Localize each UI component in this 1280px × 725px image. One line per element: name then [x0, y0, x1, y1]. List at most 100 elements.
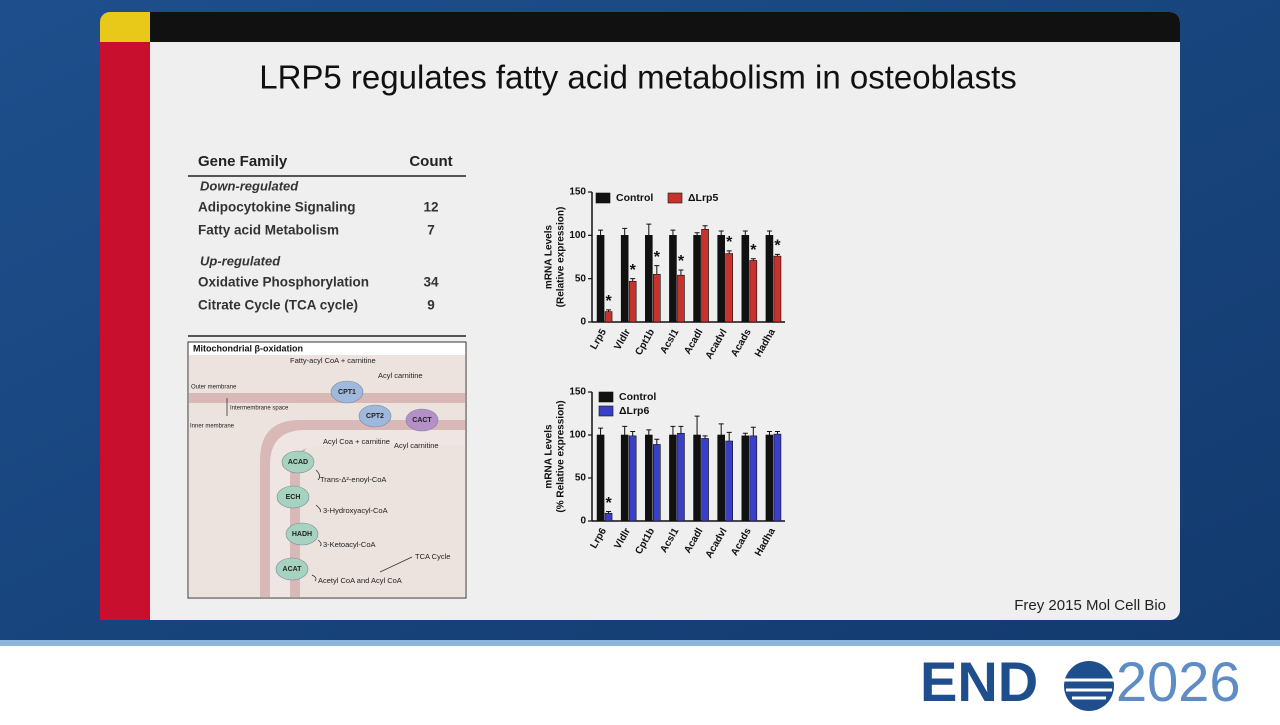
- error-bar: [622, 425, 628, 435]
- bar: [693, 434, 701, 522]
- error-bar: [646, 429, 652, 435]
- y-tick-label: 50: [575, 473, 587, 484]
- error-bar: [750, 426, 756, 436]
- bar: [741, 435, 750, 522]
- y-tick-label: 100: [569, 230, 586, 241]
- diagram-label: Outer membrane: [191, 385, 237, 391]
- diagram-label: Fatty-acyl CoA + carnitine: [290, 356, 376, 365]
- enzyme-shape: [285, 522, 319, 546]
- significance-label: *: [678, 253, 685, 270]
- legend-swatch: [595, 192, 611, 204]
- diagram-arrow: [311, 469, 413, 582]
- bar: [604, 512, 613, 522]
- error-bar: [726, 250, 732, 254]
- significance-label: *: [750, 242, 757, 259]
- error-bar: [670, 229, 676, 236]
- bar: [669, 235, 677, 323]
- error-bar: [606, 511, 612, 514]
- legend-label: ΔLrp6: [619, 405, 649, 417]
- error-bar: [646, 223, 652, 236]
- error-bar: [702, 435, 708, 439]
- enzyme-label: ACAT: [283, 566, 303, 573]
- bar: [653, 444, 661, 522]
- table-cell: 9: [427, 298, 435, 313]
- diagram-label: Inner membrane: [190, 424, 235, 430]
- bar: [741, 235, 750, 323]
- bar: [628, 435, 637, 522]
- table-group: Down-regulated: [200, 178, 299, 193]
- error-bar: [694, 232, 700, 236]
- enzyme-label: ACAD: [288, 459, 308, 466]
- bar: [701, 438, 709, 522]
- enzyme-label: CACT: [412, 417, 432, 424]
- legend-label: Control: [619, 391, 656, 403]
- table-cell: 7: [427, 223, 435, 238]
- enzyme-label: ECH: [286, 494, 301, 501]
- error-bar: [766, 230, 772, 236]
- bar: [725, 253, 733, 323]
- diagram-title: Mitochondrial β-oxidation: [193, 343, 303, 353]
- diagram-label: Trans-Δ²-enoyl-CoA: [320, 475, 386, 484]
- table-cell: Citrate Cycle (TCA cycle): [198, 298, 358, 313]
- error-bar: [670, 425, 676, 435]
- bar: [677, 274, 685, 323]
- legend-swatch: [598, 391, 614, 403]
- error-bar: [598, 229, 604, 236]
- table-cell: Oxidative Phosphorylation: [198, 275, 369, 290]
- enzyme-shape: [330, 380, 364, 404]
- bar: [701, 228, 709, 323]
- diagram-label: Intermembrane space: [230, 406, 289, 412]
- diagram-label: Acyl carnitine: [378, 371, 423, 380]
- error-bar: [678, 425, 684, 434]
- bar: [645, 235, 653, 323]
- enzyme-shape: [275, 557, 309, 581]
- y-axis-label: (% Relative expression): [556, 400, 567, 512]
- error-bar: [622, 227, 628, 236]
- y-tick-label: 0: [580, 317, 586, 328]
- y-tick-label: 150: [569, 187, 586, 198]
- bar: [620, 235, 629, 323]
- legend-label: ΔLrp5: [688, 192, 718, 204]
- error-bar: [606, 309, 612, 312]
- enzyme-label: CPT2: [366, 413, 384, 420]
- slide-top-bar: [100, 12, 1180, 42]
- table-cell: Fatty acid Metabolism: [198, 223, 339, 238]
- divider: [0, 640, 1280, 646]
- error-bar: [678, 269, 684, 276]
- slide-title: LRP5 regulates fatty acid metabolism in …: [259, 59, 1017, 96]
- significance-label: *: [726, 234, 733, 251]
- table-cell: 34: [423, 275, 439, 290]
- y-tick-label: 0: [580, 516, 586, 527]
- error-bar: [766, 431, 772, 435]
- significance-label: *: [605, 293, 612, 310]
- bar: [749, 435, 758, 522]
- error-bar: [654, 265, 660, 275]
- y-tick-label: 100: [569, 430, 586, 441]
- enzyme-label: HADH: [292, 531, 312, 538]
- y-axis-label: (Relative expression): [556, 207, 567, 308]
- bar: [596, 434, 605, 522]
- diagram-label: 3-Hydroxyacyl-CoA: [323, 506, 388, 515]
- table-group: Up-regulated: [200, 253, 281, 268]
- error-bar: [750, 258, 756, 261]
- table-cell: Adipocytokine Signaling: [198, 200, 356, 215]
- bar: [653, 274, 661, 323]
- logo-globe: [1064, 661, 1114, 711]
- error-bar: [742, 432, 748, 436]
- error-bar: [694, 415, 700, 435]
- y-axis-label: mRNA Levels: [544, 225, 555, 290]
- bar: [628, 280, 637, 323]
- matrix: [270, 430, 465, 597]
- bar: [725, 440, 733, 522]
- bar: [620, 434, 629, 522]
- error-bar: [718, 423, 724, 435]
- error-bar: [654, 438, 660, 445]
- bar: [596, 235, 605, 323]
- table-cell: 12: [423, 200, 438, 215]
- y-axis-label: mRNA Levels: [544, 424, 555, 489]
- bar: [765, 434, 774, 522]
- bar: [677, 432, 685, 522]
- significance-label: *: [630, 262, 637, 279]
- citation: Frey 2015 Mol Cell Bio: [1014, 597, 1166, 614]
